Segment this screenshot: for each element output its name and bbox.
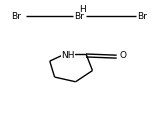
- Text: Br: Br: [11, 12, 21, 21]
- Text: NH: NH: [62, 51, 75, 60]
- Text: Br: Br: [74, 12, 84, 21]
- Text: Br: Br: [137, 12, 147, 21]
- Text: O: O: [120, 51, 127, 60]
- Text: H: H: [79, 5, 85, 14]
